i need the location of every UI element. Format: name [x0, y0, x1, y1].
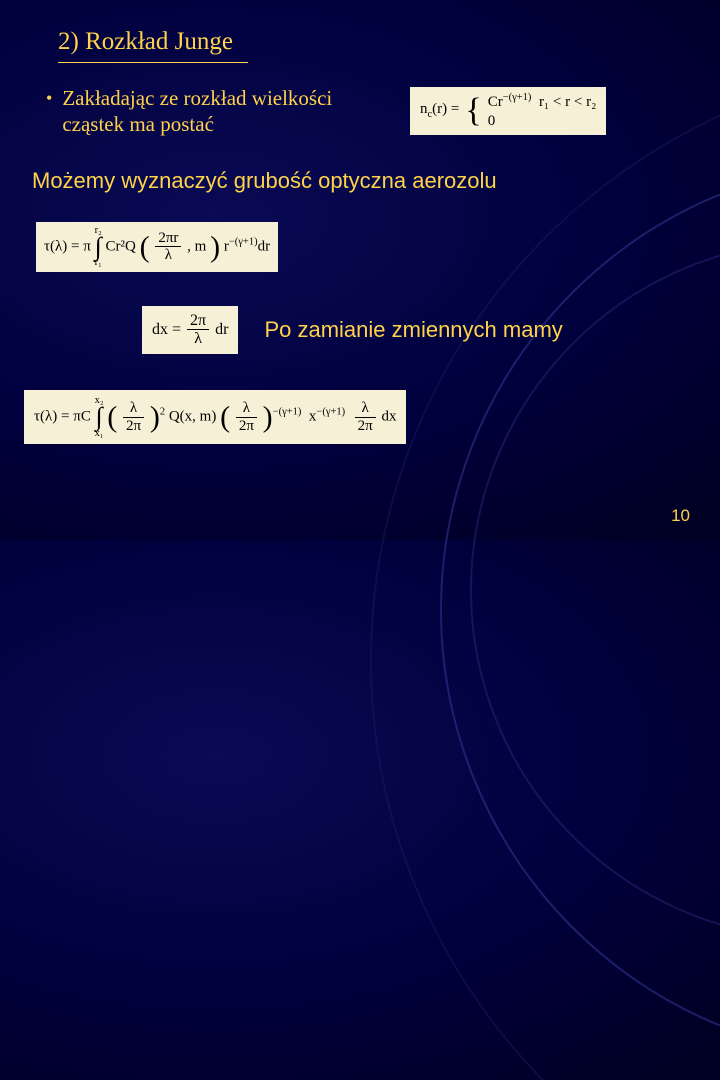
- slide: 2) Rozkład Junge • Zakładając ze rozkład…: [0, 0, 720, 540]
- eq4-lhs: τ(λ) = πC: [34, 409, 91, 425]
- equation-tau2: τ(λ) = πC x₂ ∫ x₁ ( λ 2π )2 Q(x, m) ( λ …: [24, 390, 406, 444]
- rparen-icon: ): [150, 401, 160, 434]
- eq3-lhs: dx =: [152, 321, 181, 338]
- eq2-tail2: dr: [258, 238, 271, 254]
- eq3-rhs: dr: [215, 321, 228, 338]
- equation-dx: dx = 2π λ dr: [142, 306, 238, 354]
- eq1-line1tail: r₁ < r < r₂: [539, 94, 596, 110]
- eq1-line1a: Cr: [488, 94, 503, 110]
- row-bullet-eq1: • Zakładając ze rozkład wielkości cząste…: [42, 85, 678, 138]
- eq4-mid: Q(x, m): [169, 409, 217, 425]
- lparen-icon: (: [140, 230, 150, 263]
- eq1-line2: 0: [488, 113, 496, 129]
- eq1-lhs: n: [420, 101, 428, 117]
- lparen-icon: (: [220, 401, 230, 434]
- equation-tau1: τ(λ) = π r₂ ∫ r₁ Cr²Q ( 2πr λ , m ) r−(γ…: [36, 222, 278, 272]
- eq2-tailexp: −(γ+1): [229, 236, 258, 247]
- eq4-f3-den: 2π: [355, 418, 376, 435]
- lparen-icon: (: [107, 401, 117, 434]
- eq1-line1exp: −(γ+1): [503, 92, 532, 103]
- rparen-icon: ): [263, 401, 273, 434]
- eq4-tail: dx: [381, 409, 396, 425]
- eq4-f1-den: 2π: [123, 418, 144, 435]
- row-dx: dx = 2π λ dr Po zamianie zmiennych mamy: [142, 306, 678, 354]
- eq4-f1-exp: 2: [160, 407, 165, 418]
- title-underline: [58, 62, 248, 63]
- eq4-f1-num: λ: [123, 400, 144, 418]
- eq2-mid2: , m: [187, 238, 206, 254]
- eq2-lim-bot: r₁: [95, 258, 102, 267]
- eq4-f2-exp: −(γ+1): [273, 407, 302, 418]
- eq1-arg: (r) =: [432, 101, 459, 117]
- eq2-lhs: τ(λ) = π: [44, 238, 91, 254]
- eq4-f2-den: 2π: [236, 418, 257, 435]
- equation-nc: nc(r) = { Cr−(γ+1) r₁ < r < r₂ 0: [410, 87, 606, 135]
- eq2-frac-num: 2πr: [155, 230, 181, 248]
- bullet-item: • Zakładając ze rozkład wielkości cząste…: [46, 85, 386, 138]
- eq3-num: 2π: [187, 312, 209, 331]
- eq2-mid1: Cr²Q: [106, 238, 136, 254]
- rparen-icon: ): [210, 230, 220, 263]
- bullet-text: Zakładając ze rozkład wielkości cząstek …: [62, 85, 386, 138]
- eq2-frac-den: λ: [155, 247, 181, 264]
- body-text-2: Po zamianie zmiennych mamy: [264, 317, 562, 343]
- eq1-brace: {: [465, 101, 481, 121]
- eq4-f3-num: λ: [355, 400, 376, 418]
- page-number: 10: [671, 506, 690, 526]
- slide-title: 2) Rozkład Junge: [58, 28, 678, 56]
- eq3-den: λ: [187, 330, 209, 348]
- eq4-lim-bot: x₁: [95, 429, 104, 438]
- body-text-1: Możemy wyznaczyć grubość optyczna aerozo…: [32, 168, 678, 194]
- bullet-dot: •: [46, 85, 52, 138]
- eq4-x-exp: −(γ+1): [316, 407, 345, 418]
- eq4-f2-num: λ: [236, 400, 257, 418]
